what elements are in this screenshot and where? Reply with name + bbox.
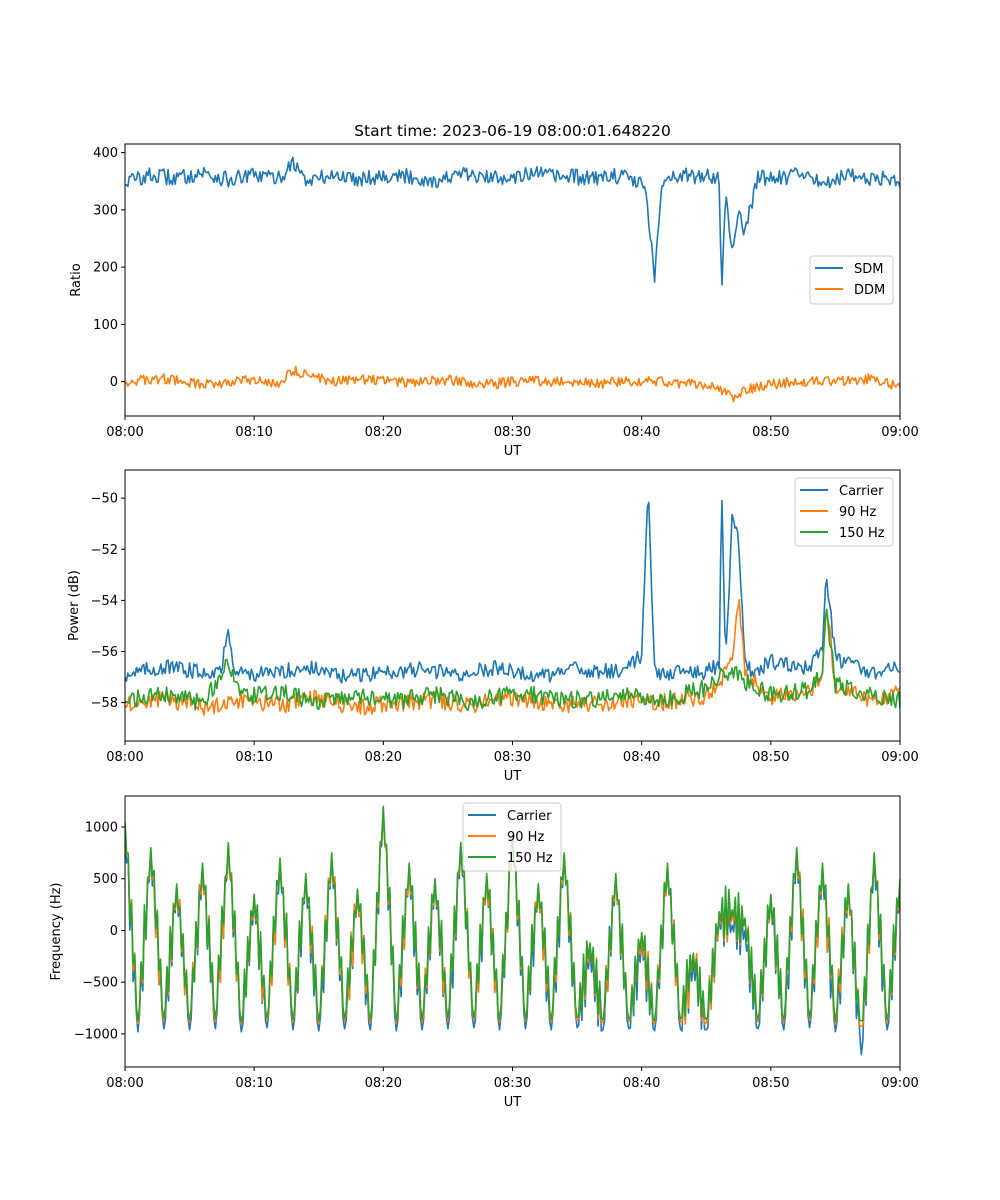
- series-sdm-line: [125, 156, 900, 286]
- legend-label: 150 Hz: [839, 526, 885, 541]
- y-tick-label: 500: [93, 872, 118, 887]
- x-tick-label: 08:00: [106, 425, 143, 440]
- x-tick-label: 08:20: [365, 750, 402, 765]
- y-tick-label: −56: [91, 645, 118, 660]
- x-tick-label: 08:10: [235, 425, 272, 440]
- x-tick-label: 08:40: [623, 425, 660, 440]
- x-tick-label: 08:40: [623, 1076, 660, 1091]
- y-tick-label: 100: [93, 318, 118, 333]
- panel-2: 08:00 08:10 08:20 08:30 08:40 08:50 09:00 −58 −5…: [67, 469, 919, 784]
- x-tick-label: 08:10: [235, 750, 272, 765]
- y-tick-label: −52: [91, 543, 118, 558]
- legend-label: 90 Hz: [507, 830, 544, 845]
- y-axis-label: Ratio: [69, 263, 84, 296]
- x-tick-label: 08:50: [752, 425, 789, 440]
- series-ddm-line: [125, 365, 900, 403]
- y-tick-label: 0: [110, 375, 118, 390]
- legend-label: Carrier: [507, 809, 552, 824]
- legend-label: 150 Hz: [507, 851, 553, 866]
- x-tick-label: 08:50: [752, 1076, 789, 1091]
- x-axis-label: UT: [504, 1095, 522, 1110]
- y-tick-label: −500: [82, 976, 118, 991]
- x-tick-label: 08:20: [365, 425, 402, 440]
- x-tick-label: 09:00: [881, 1076, 918, 1091]
- x-tick-label: 09:00: [881, 425, 918, 440]
- x-tick-label: 08:40: [623, 750, 660, 765]
- legend: Carrier 90 Hz 150 Hz: [462, 802, 562, 872]
- legend-label: 90 Hz: [839, 505, 876, 520]
- legend-box: [462, 802, 562, 872]
- x-tick-label: 08:30: [494, 750, 531, 765]
- legend: Carrier 90 Hz 150 Hz: [794, 477, 894, 547]
- legend-label: SDM: [854, 262, 883, 277]
- y-tick-label: 1000: [85, 821, 118, 836]
- chart-title: Start time: 2023-06-19 08:00:01.648220: [354, 122, 671, 140]
- legend-label: DDM: [854, 283, 885, 298]
- y-tick-label: 200: [93, 261, 118, 276]
- series-carrier-line: [125, 499, 900, 684]
- y-tick-label: −50: [91, 492, 118, 507]
- legend: SDM DDM: [809, 255, 894, 305]
- x-tick-label: 08:10: [235, 1076, 272, 1091]
- axes-frame: [124, 143, 901, 417]
- y-axis-label: Power (dB): [67, 570, 82, 641]
- x-tick-label: 08:50: [752, 750, 789, 765]
- x-tick-label: 08:00: [106, 1076, 143, 1091]
- y-tick-label: 400: [93, 146, 118, 161]
- y-tick-label: −54: [91, 594, 118, 609]
- series-150-hz-line: [125, 608, 900, 712]
- series-90-hz-line: [125, 598, 900, 717]
- x-tick-label: 08:30: [494, 425, 531, 440]
- y-tick-label: −1000: [74, 1027, 118, 1042]
- y-tick-label: 300: [93, 203, 118, 218]
- x-axis-label: UT: [504, 444, 522, 459]
- legend-label: Carrier: [839, 484, 884, 499]
- y-axis-label: Frequency (Hz): [49, 882, 64, 980]
- x-tick-label: 08:30: [494, 1076, 531, 1091]
- panel-1: 08:00 08:10 08:20 08:30 08:40 08:50 09:00 0 100 2…: [69, 143, 919, 459]
- x-tick-label: 08:00: [106, 750, 143, 765]
- x-axis-label: UT: [504, 769, 522, 784]
- y-tick-label: −58: [91, 696, 118, 711]
- x-tick-label: 08:20: [365, 1076, 402, 1091]
- panel-3: 08:00 08:10 08:20 08:30 08:40 08:50 09:00 −1000…: [49, 795, 919, 1110]
- x-tick-label: 09:00: [881, 750, 918, 765]
- y-tick-label: 0: [110, 924, 118, 939]
- legend-box: [794, 477, 894, 547]
